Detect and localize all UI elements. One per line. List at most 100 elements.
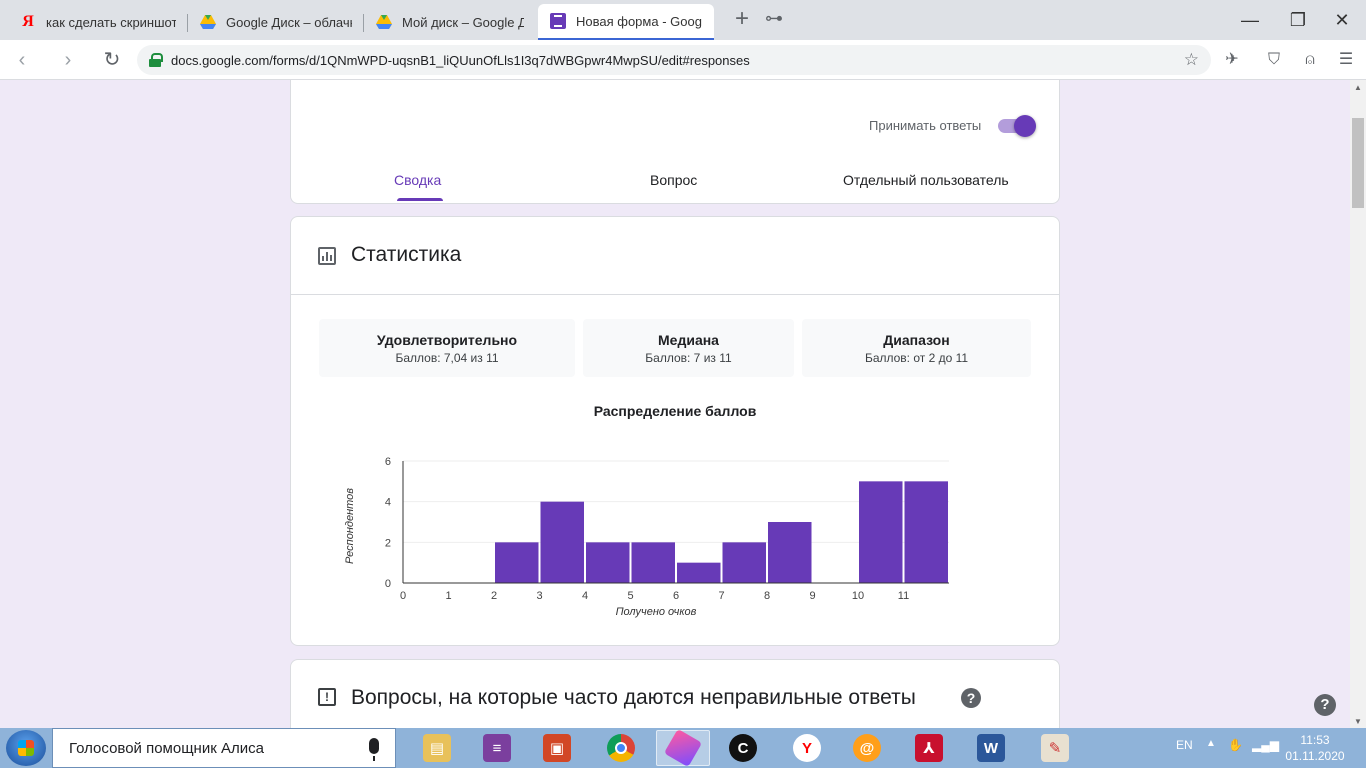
tray-expand-icon[interactable]: ▲	[1206, 738, 1216, 749]
winrar-app[interactable]: ≡	[470, 730, 524, 766]
metric-median: Медиана Баллов: 7 из 11	[583, 319, 794, 377]
help-icon[interactable]: ?	[961, 688, 981, 708]
browser-tab-bar: Я как сделать скриншот Google Диск – обл…	[0, 0, 1366, 40]
bar-score-2[interactable]	[495, 542, 539, 583]
extension-icon[interactable]: ✈	[1225, 51, 1239, 68]
ccleaner-icon: C	[729, 734, 757, 762]
restore-button[interactable]: ❐	[1289, 10, 1307, 30]
word-app[interactable]: W	[964, 730, 1018, 766]
score-distribution-chart: 0 2 4 6 0 1 2 3 4 5 6 7 8 9 10 11 Получено очков Респонде…	[344, 456, 949, 618]
presentation-app[interactable]: ▣	[530, 730, 584, 766]
bar-score-11[interactable]	[904, 481, 949, 583]
metric-title: Диапазон	[883, 332, 950, 348]
x-tick-label: 7	[718, 590, 724, 602]
statistics-title: Статистика	[351, 243, 462, 266]
x-axis-label: Получено очков	[616, 606, 697, 618]
google-drive-icon	[200, 14, 216, 30]
bar-score-4[interactable]	[586, 542, 630, 583]
alice-search-box[interactable]: Голосовой помощник Алиса	[52, 728, 396, 768]
ccleaner-app[interactable]: C	[716, 730, 770, 766]
metric-value: Баллов: 7 из 11	[645, 351, 732, 365]
bar-score-6[interactable]	[677, 562, 721, 583]
x-tick-label: 3	[536, 590, 542, 602]
mail-app[interactable]: @	[840, 730, 894, 766]
explorer-app[interactable]: ▤	[410, 730, 464, 766]
lock-icon	[149, 53, 163, 67]
accept-responses-toggle[interactable]	[998, 114, 1036, 137]
tab-title: Google Диск – облачн	[226, 14, 352, 30]
new-tab-button[interactable]: +	[734, 5, 749, 32]
microphone-icon[interactable]	[369, 738, 379, 761]
paint-app[interactable]: ✎	[1028, 730, 1082, 766]
page-scrollbar[interactable]: ▲ ▼	[1350, 80, 1366, 730]
language-indicator[interactable]: EN	[1176, 738, 1193, 752]
tab-individual[interactable]: Отдельный пользователь	[843, 172, 1009, 188]
statistics-card: Статистика Удовлетворительно Баллов: 7,0…	[290, 216, 1060, 646]
menu-icon[interactable]: ☰	[1338, 51, 1354, 68]
pdf-reader-app[interactable]: ⅄	[902, 730, 956, 766]
browser-toolbar: ‹ › ↻ docs.google.com/forms/d/1QNmWPD-uq…	[0, 40, 1366, 80]
bar-score-8[interactable]	[768, 522, 812, 583]
metric-range: Диапазон Баллов: от 2 до 11	[802, 319, 1031, 377]
active-tab-indicator	[397, 198, 443, 201]
scroll-down-arrow-icon[interactable]: ▼	[1354, 717, 1362, 726]
y-axis-label: Респондентов	[344, 488, 356, 564]
tab-summary[interactable]: Сводка	[394, 172, 442, 188]
clock-time: 11:53	[1300, 733, 1330, 747]
y-tick-label: 6	[385, 456, 391, 468]
tab-title: как сделать скриншот	[46, 14, 176, 30]
folder-icon: ▤	[423, 734, 451, 762]
responses-header-card: Принимать ответы Сводка Вопрос Отдельный…	[290, 80, 1060, 204]
y-tick-label: 2	[385, 537, 391, 549]
chrome-icon	[607, 734, 635, 762]
yandex-browser-app[interactable]	[656, 728, 710, 768]
browser-tab-new-form[interactable]: Новая форма - Google	[538, 4, 714, 40]
shield-icon[interactable]: ⛉	[1267, 51, 1280, 68]
bar-score-7[interactable]	[722, 542, 767, 583]
metric-value: Баллов: 7,04 из 11	[395, 351, 499, 365]
scroll-up-arrow-icon[interactable]: ▲	[1354, 83, 1362, 92]
tray-app-icon[interactable]: ✋	[1228, 738, 1243, 752]
x-tick-label: 11	[898, 590, 909, 602]
bar-chart-icon	[318, 247, 336, 265]
start-button[interactable]	[6, 730, 46, 766]
system-clock[interactable]: 11:53 01.11.2020	[1280, 732, 1350, 764]
minimize-button[interactable]: —	[1241, 10, 1259, 30]
incognito-icon[interactable]: ⊶	[765, 8, 783, 28]
bar-score-10[interactable]	[859, 481, 903, 583]
x-tick-label: 4	[582, 590, 588, 602]
statistics-header: Статистика	[291, 217, 1059, 295]
bookmark-star-icon[interactable]: ☆	[1183, 50, 1199, 69]
address-bar[interactable]: docs.google.com/forms/d/1QNmWPD-uqsnB1_l…	[137, 45, 1211, 75]
y-tick-label: 4	[385, 497, 391, 509]
presentation-icon: ▣	[543, 734, 571, 762]
bar-score-3[interactable]	[540, 501, 585, 583]
bar-score-5[interactable]	[631, 542, 676, 583]
chrome-app[interactable]	[594, 730, 648, 766]
word-icon: W	[977, 734, 1005, 762]
windows-taskbar: Голосовой помощник Алиса ▤ ≡ ▣ C Y @ ⅄ W…	[0, 728, 1366, 768]
mail-icon: @	[853, 734, 881, 762]
browser-tab-my-drive[interactable]: Мой диск – Google Ди	[364, 4, 536, 40]
signal-icon[interactable]: ▂▄▆	[1252, 738, 1279, 752]
profile-icon[interactable]: ⍝	[1305, 51, 1315, 68]
page-help-icon[interactable]: ?	[1314, 694, 1336, 716]
browser-tab-yandex[interactable]: Я как сделать скриншот	[8, 4, 188, 40]
scrollbar-thumb[interactable]	[1352, 118, 1364, 208]
metric-average: Удовлетворительно Баллов: 7,04 из 11	[319, 319, 575, 377]
forward-button[interactable]: ›	[64, 49, 72, 71]
close-window-button[interactable]: ✕	[1334, 10, 1350, 30]
x-tick-label: 10	[852, 590, 864, 602]
metric-title: Медиана	[658, 332, 719, 348]
browser-tab-google-drive[interactable]: Google Диск – облачн	[188, 4, 364, 40]
x-tick-label: 9	[809, 590, 815, 602]
back-button[interactable]: ‹	[18, 49, 26, 71]
google-drive-icon	[376, 14, 392, 30]
tab-title: Мой диск – Google Ди	[402, 14, 524, 30]
x-tick-label: 8	[764, 590, 770, 602]
yandex-app[interactable]: Y	[780, 730, 834, 766]
tab-question[interactable]: Вопрос	[650, 172, 698, 188]
metric-value: Баллов: от 2 до 11	[864, 351, 969, 365]
reload-button[interactable]: ↻	[103, 49, 121, 71]
url-text[interactable]: docs.google.com/forms/d/1QNmWPD-uqsnB1_l…	[171, 52, 750, 68]
